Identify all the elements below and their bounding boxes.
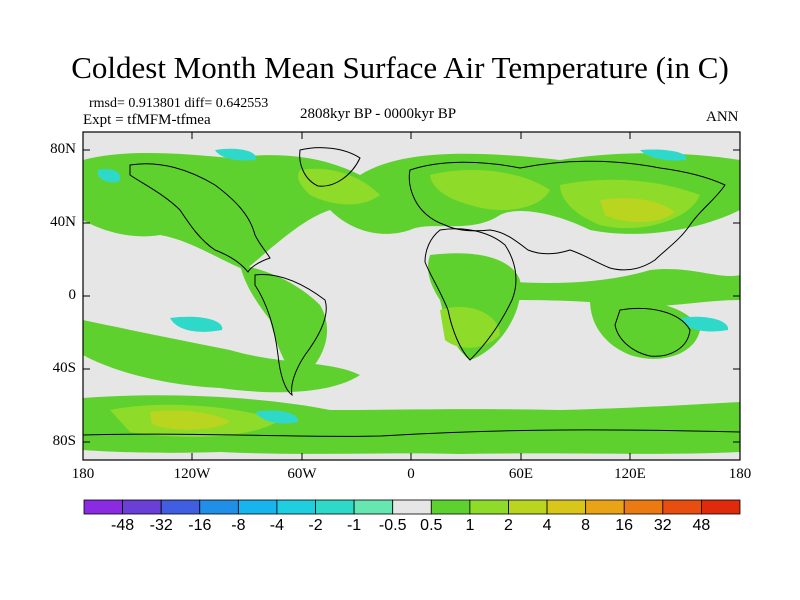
x-tick-label: 180 <box>71 466 95 482</box>
colorbar-swatch <box>469 499 509 515</box>
x-tick-label: 180 <box>728 466 752 482</box>
colorbar-swatch <box>276 499 316 515</box>
season-label: ANN <box>706 109 739 125</box>
x-tick-label: 60W <box>287 466 317 482</box>
colorbar-label: 48 <box>692 517 711 534</box>
colorbar-swatch <box>199 499 239 515</box>
colorbar-swatch <box>122 499 162 515</box>
colorbar-label: -16 <box>188 517 212 534</box>
map-title: Coldest Month Mean Surface Air Temperatu… <box>71 50 729 85</box>
x-tick-label: 60E <box>508 466 534 482</box>
colorbar-label: -4 <box>269 517 284 534</box>
period-label: 2808kyr BP - 0000kyr BP <box>300 106 457 122</box>
colorbar-label: -8 <box>231 517 246 534</box>
colorbar-swatch <box>585 499 625 515</box>
colorbar-label: -32 <box>149 517 173 534</box>
anomaly-fill-cyan <box>97 148 729 424</box>
y-tick-label: 40S <box>52 360 76 376</box>
colorbar-swatch <box>508 499 548 515</box>
colorbar-label: -2 <box>308 517 323 534</box>
colorbar-label: -1 <box>346 517 362 534</box>
anomaly-fill-green <box>83 153 740 454</box>
colorbar-label: 16 <box>615 517 634 534</box>
coastlines <box>83 147 740 437</box>
colorbar-swatch <box>623 499 664 515</box>
colorbar-label: 2 <box>504 517 513 534</box>
experiment-label: Expt = tfMFM-tfmea <box>83 112 211 128</box>
colorbar-swatch <box>392 499 432 515</box>
colorbar-label: 4 <box>542 517 552 534</box>
y-tick-label: 40N <box>50 214 76 230</box>
x-tick-label: 0 <box>407 466 415 482</box>
colorbar-swatch <box>701 499 741 515</box>
y-tick-label: 80S <box>52 433 76 449</box>
y-tick-label: 80N <box>50 141 76 157</box>
colorbar-swatch <box>83 499 123 515</box>
colorbar-swatch <box>315 499 355 515</box>
colorbar-swatch <box>430 499 471 515</box>
x-tick-label: 120W <box>173 466 211 482</box>
anomaly-fill-olive <box>150 198 675 430</box>
colorbar-swatch <box>237 499 278 515</box>
colorbar-label: -48 <box>111 517 135 534</box>
colorbar-label: 32 <box>653 517 672 534</box>
axis-ticks <box>83 132 740 460</box>
colorbar-label: 8 <box>581 517 591 534</box>
colorbar-swatch <box>662 499 702 515</box>
colorbar-label: -0.5 <box>378 517 407 534</box>
x-tick-label: 120E <box>614 466 646 482</box>
stats-label: rmsd= 0.913801 diff= 0.642553 <box>89 96 269 111</box>
colorbar-label: 1 <box>465 517 475 534</box>
colorbar-swatch <box>160 499 201 515</box>
colorbar-swatch <box>546 499 587 515</box>
colorbar-label: 0.5 <box>420 517 443 534</box>
y-tick-label: 0 <box>68 287 77 303</box>
colorbar-swatch <box>353 499 394 515</box>
